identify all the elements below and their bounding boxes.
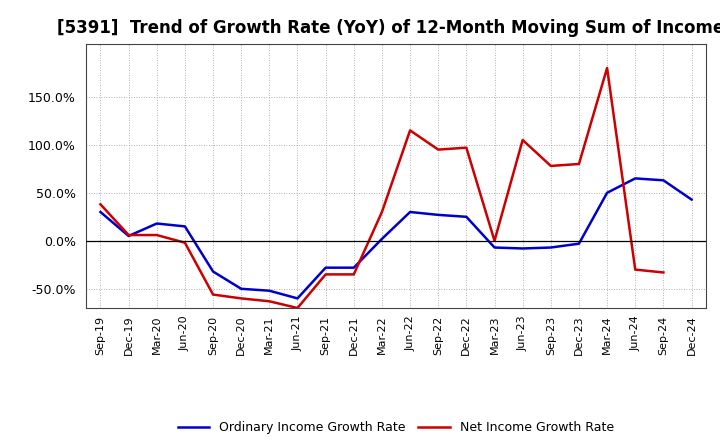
Net Income Growth Rate [575, 161, 583, 167]
Net Income Growth Rate [293, 305, 302, 311]
Net Income Growth Rate [603, 66, 611, 71]
Legend: Ordinary Income Growth Rate, Net Income Growth Rate: Ordinary Income Growth Rate, Net Income … [174, 416, 618, 439]
Line: Net Income Growth Rate: Net Income Growth Rate [101, 68, 663, 308]
Net Income Growth Rate [546, 163, 555, 169]
Net Income Growth Rate [321, 272, 330, 277]
Net Income Growth Rate [349, 272, 358, 277]
Net Income Growth Rate [659, 270, 667, 275]
Ordinary Income Growth Rate [462, 214, 471, 220]
Ordinary Income Growth Rate [603, 190, 611, 195]
Ordinary Income Growth Rate [377, 236, 386, 242]
Ordinary Income Growth Rate [575, 241, 583, 246]
Ordinary Income Growth Rate [659, 178, 667, 183]
Net Income Growth Rate [434, 147, 443, 152]
Ordinary Income Growth Rate [518, 246, 527, 251]
Net Income Growth Rate [462, 145, 471, 150]
Ordinary Income Growth Rate [209, 269, 217, 274]
Net Income Growth Rate [209, 292, 217, 297]
Ordinary Income Growth Rate [181, 224, 189, 229]
Net Income Growth Rate [237, 296, 246, 301]
Ordinary Income Growth Rate [321, 265, 330, 270]
Net Income Growth Rate [406, 128, 415, 133]
Ordinary Income Growth Rate [293, 296, 302, 301]
Ordinary Income Growth Rate [631, 176, 639, 181]
Ordinary Income Growth Rate [687, 197, 696, 202]
Ordinary Income Growth Rate [546, 245, 555, 250]
Ordinary Income Growth Rate [265, 288, 274, 293]
Ordinary Income Growth Rate [237, 286, 246, 291]
Ordinary Income Growth Rate [349, 265, 358, 270]
Ordinary Income Growth Rate [125, 233, 133, 238]
Net Income Growth Rate [181, 240, 189, 246]
Ordinary Income Growth Rate [434, 212, 443, 217]
Ordinary Income Growth Rate [153, 221, 161, 226]
Net Income Growth Rate [518, 137, 527, 143]
Net Income Growth Rate [96, 202, 105, 207]
Net Income Growth Rate [490, 238, 499, 243]
Net Income Growth Rate [153, 232, 161, 238]
Net Income Growth Rate [265, 299, 274, 304]
Ordinary Income Growth Rate [406, 209, 415, 215]
Ordinary Income Growth Rate [96, 209, 105, 215]
Net Income Growth Rate [631, 267, 639, 272]
Line: Ordinary Income Growth Rate: Ordinary Income Growth Rate [101, 178, 691, 298]
Net Income Growth Rate [377, 209, 386, 215]
Title: [5391]  Trend of Growth Rate (YoY) of 12-Month Moving Sum of Incomes: [5391] Trend of Growth Rate (YoY) of 12-… [58, 19, 720, 37]
Ordinary Income Growth Rate [490, 245, 499, 250]
Net Income Growth Rate [125, 232, 133, 238]
